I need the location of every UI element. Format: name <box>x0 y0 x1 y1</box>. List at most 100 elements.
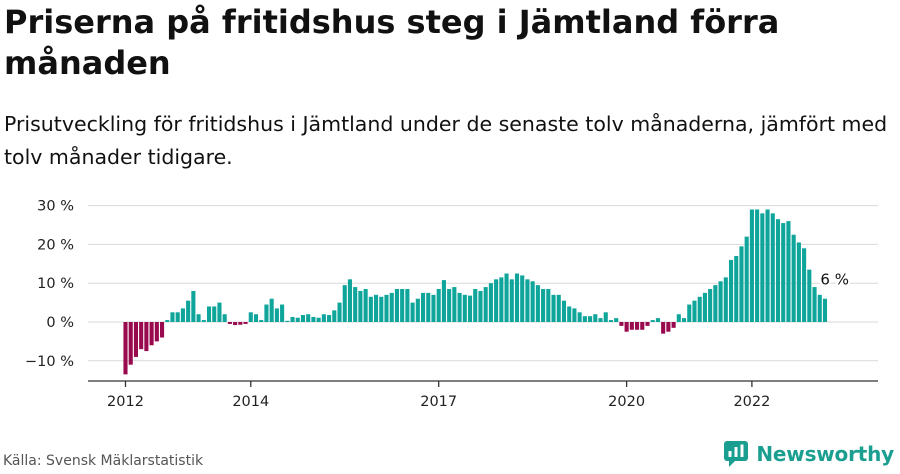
y-tick-label: 30 % <box>37 199 74 215</box>
bar <box>770 213 775 322</box>
bar <box>269 298 274 322</box>
bar <box>739 246 744 322</box>
bar <box>556 294 561 322</box>
bar <box>452 287 457 322</box>
bar <box>295 317 300 322</box>
bar <box>603 312 608 322</box>
bar <box>723 277 728 322</box>
bar <box>676 314 681 322</box>
bar <box>791 234 796 322</box>
bar <box>128 322 133 365</box>
bar <box>332 310 337 322</box>
bar <box>217 302 222 322</box>
bar <box>436 289 441 322</box>
bar <box>400 289 405 322</box>
bar <box>541 289 546 322</box>
bar <box>802 248 807 322</box>
bar <box>598 318 603 322</box>
bar <box>243 322 248 324</box>
bar <box>347 279 353 322</box>
bar <box>494 279 499 322</box>
chart-subtitle: Prisutveckling för fritidshus i Jämtland… <box>4 112 888 169</box>
bar <box>572 308 577 322</box>
bar <box>447 289 452 322</box>
bar <box>812 287 817 322</box>
bar <box>186 300 191 322</box>
x-tick-label: 2020 <box>608 394 645 410</box>
bar <box>149 322 154 346</box>
bar <box>655 318 660 322</box>
bar <box>488 283 493 322</box>
bar <box>614 318 619 322</box>
bar <box>551 294 556 322</box>
bar <box>588 316 593 322</box>
bar <box>379 296 384 322</box>
y-tick-label: 10 % <box>37 276 74 292</box>
annotation-label: 6 % <box>820 271 849 289</box>
bar <box>415 298 420 322</box>
bar <box>410 302 415 322</box>
bar <box>405 289 410 322</box>
x-tick-label: 2012 <box>107 394 144 410</box>
bar <box>311 316 316 322</box>
bar <box>290 316 295 322</box>
bar <box>165 320 170 322</box>
bar <box>681 318 687 322</box>
bar <box>353 287 358 322</box>
x-tick-label: 2014 <box>232 394 269 410</box>
bar <box>196 314 201 322</box>
bar <box>363 289 368 322</box>
bar <box>708 289 713 322</box>
bar <box>212 306 217 322</box>
bar <box>264 304 269 322</box>
bar <box>786 221 791 322</box>
bar <box>342 285 347 322</box>
bar <box>661 322 666 334</box>
chart-title: Priserna på fritidshus steg i Jämtland f… <box>4 3 780 82</box>
bar <box>316 317 321 322</box>
bar <box>530 281 535 322</box>
bar <box>796 242 801 322</box>
bar <box>394 289 399 322</box>
bar <box>582 316 587 322</box>
bar <box>635 322 640 330</box>
bar <box>535 285 540 322</box>
newsworthy-logo-icon <box>724 441 749 467</box>
y-tick-label: 20 % <box>37 237 74 253</box>
bar <box>175 312 180 322</box>
bar <box>640 322 645 330</box>
bar <box>358 290 363 322</box>
bar <box>478 290 483 322</box>
bar <box>781 223 786 322</box>
bar <box>441 280 446 322</box>
bar <box>384 294 389 322</box>
bar <box>144 322 149 352</box>
bar <box>280 304 285 322</box>
bar <box>713 285 718 322</box>
bar <box>321 314 326 322</box>
bar <box>645 322 650 326</box>
bar <box>520 275 525 322</box>
bar <box>697 296 702 322</box>
bar <box>300 315 306 322</box>
bar <box>822 298 828 322</box>
bar <box>718 281 723 322</box>
bar <box>227 322 232 324</box>
gridlines <box>88 205 878 362</box>
bar <box>687 304 692 322</box>
y-axis-tick-labels: −10 % 0 % 10 % 20 % 30 % <box>25 199 74 370</box>
bar <box>191 290 196 322</box>
bar <box>306 314 311 322</box>
bar <box>180 308 185 322</box>
y-tick-label: −10 % <box>25 354 74 370</box>
bar <box>133 322 138 357</box>
bar <box>525 279 530 322</box>
y-tick-label: 0 % <box>46 315 74 331</box>
bar <box>629 322 634 330</box>
bar <box>807 269 812 322</box>
bar <box>671 322 676 328</box>
bar <box>431 294 436 322</box>
bar <box>473 289 478 322</box>
x-tick-label: 2017 <box>420 394 457 410</box>
bar <box>374 294 379 322</box>
